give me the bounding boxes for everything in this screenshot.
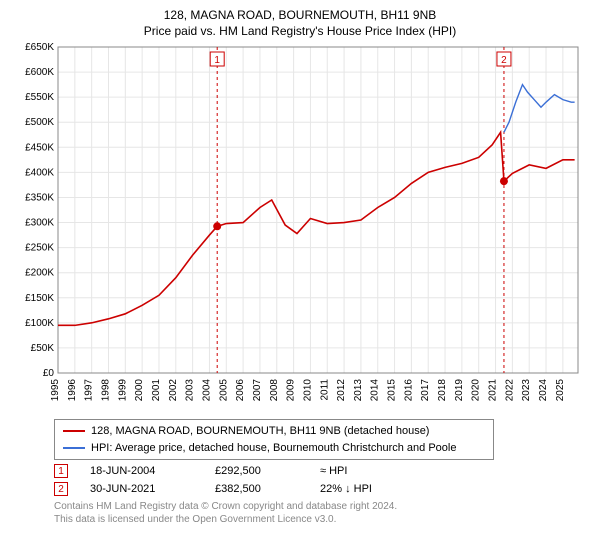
svg-text:2010: 2010 bbox=[302, 379, 313, 402]
svg-text:2018: 2018 bbox=[437, 379, 448, 402]
svg-text:2003: 2003 bbox=[185, 379, 196, 402]
svg-text:2012: 2012 bbox=[336, 379, 347, 402]
svg-text:2014: 2014 bbox=[370, 379, 381, 402]
svg-text:£400K: £400K bbox=[25, 168, 54, 179]
svg-text:2000: 2000 bbox=[134, 379, 145, 402]
tx-date: 18-JUN-2004 bbox=[90, 465, 215, 477]
svg-text:£450K: £450K bbox=[25, 142, 54, 153]
svg-text:£200K: £200K bbox=[25, 268, 54, 279]
tx-table: 1 18-JUN-2004 £292,500 ≈ HPI 2 30-JUN-20… bbox=[54, 464, 588, 496]
svg-text:£150K: £150K bbox=[25, 293, 54, 304]
tx-marker-1-icon: 1 bbox=[54, 464, 68, 478]
legend-label: HPI: Average price, detached house, Bour… bbox=[91, 440, 456, 457]
svg-text:2002: 2002 bbox=[168, 379, 179, 402]
svg-text:2022: 2022 bbox=[504, 379, 515, 402]
svg-text:2009: 2009 bbox=[286, 379, 297, 402]
tx-row: 2 30-JUN-2021 £382,500 22% ↓ HPI bbox=[54, 482, 588, 496]
svg-text:1997: 1997 bbox=[84, 379, 95, 402]
svg-text:£100K: £100K bbox=[25, 318, 54, 329]
svg-text:£550K: £550K bbox=[25, 92, 54, 103]
footer-attribution: Contains HM Land Registry data © Crown c… bbox=[54, 500, 588, 526]
svg-text:£50K: £50K bbox=[31, 343, 55, 354]
svg-text:2024: 2024 bbox=[538, 379, 549, 402]
svg-text:2006: 2006 bbox=[235, 379, 246, 402]
svg-text:2008: 2008 bbox=[269, 379, 280, 402]
svg-text:£300K: £300K bbox=[25, 218, 54, 229]
svg-text:2005: 2005 bbox=[218, 379, 229, 402]
svg-text:2020: 2020 bbox=[471, 379, 482, 402]
svg-text:£500K: £500K bbox=[25, 117, 54, 128]
svg-text:1995: 1995 bbox=[50, 379, 61, 402]
svg-text:2021: 2021 bbox=[488, 379, 499, 402]
svg-text:1998: 1998 bbox=[100, 379, 111, 402]
svg-text:1999: 1999 bbox=[117, 379, 128, 402]
svg-text:2025: 2025 bbox=[555, 379, 566, 402]
svg-text:2007: 2007 bbox=[252, 379, 263, 402]
svg-text:2017: 2017 bbox=[420, 379, 431, 402]
svg-text:£600K: £600K bbox=[25, 67, 54, 78]
svg-text:2019: 2019 bbox=[454, 379, 465, 402]
svg-text:2016: 2016 bbox=[403, 379, 414, 402]
legend-label: 128, MAGNA ROAD, BOURNEMOUTH, BH11 9NB (… bbox=[91, 423, 429, 440]
svg-text:2004: 2004 bbox=[201, 379, 212, 402]
svg-text:2013: 2013 bbox=[353, 379, 364, 402]
tx-marker-2-icon: 2 bbox=[54, 482, 68, 496]
svg-text:2001: 2001 bbox=[151, 379, 162, 402]
tx-delta: ≈ HPI bbox=[320, 465, 410, 477]
svg-text:1996: 1996 bbox=[67, 379, 78, 402]
legend: 128, MAGNA ROAD, BOURNEMOUTH, BH11 9NB (… bbox=[54, 419, 494, 460]
chart-subtitle: Price paid vs. HM Land Registry's House … bbox=[12, 24, 588, 40]
svg-text:1: 1 bbox=[214, 55, 220, 66]
legend-item-hpi: HPI: Average price, detached house, Bour… bbox=[63, 440, 485, 457]
svg-text:2011: 2011 bbox=[319, 379, 330, 401]
svg-text:2: 2 bbox=[501, 55, 507, 66]
svg-text:£0: £0 bbox=[43, 368, 55, 379]
tx-price: £382,500 bbox=[215, 483, 320, 495]
chart-title: 128, MAGNA ROAD, BOURNEMOUTH, BH11 9NB bbox=[12, 8, 588, 24]
tx-price: £292,500 bbox=[215, 465, 320, 477]
tx-date: 30-JUN-2021 bbox=[90, 483, 215, 495]
price-chart: £0 £50K £100K £150K £200K £250K £300K £350K £400… bbox=[12, 43, 588, 413]
svg-text:£650K: £650K bbox=[25, 43, 54, 53]
tx-delta: 22% ↓ HPI bbox=[320, 483, 410, 495]
tx-row: 1 18-JUN-2004 £292,500 ≈ HPI bbox=[54, 464, 588, 478]
svg-text:£350K: £350K bbox=[25, 193, 54, 204]
svg-text:£250K: £250K bbox=[25, 243, 54, 254]
svg-text:2015: 2015 bbox=[387, 379, 398, 402]
svg-text:2023: 2023 bbox=[521, 379, 532, 402]
legend-item-property: 128, MAGNA ROAD, BOURNEMOUTH, BH11 9NB (… bbox=[63, 423, 485, 440]
